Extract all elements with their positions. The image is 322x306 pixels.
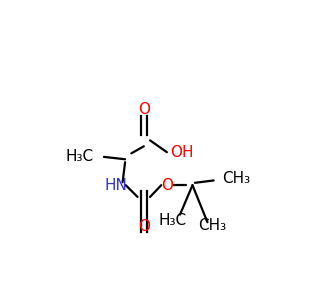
Text: O: O <box>138 219 150 234</box>
Text: H₃C: H₃C <box>66 149 94 164</box>
Text: CH₃: CH₃ <box>198 218 226 233</box>
Text: O: O <box>162 178 174 193</box>
Text: O: O <box>138 102 150 117</box>
Text: HN: HN <box>105 178 128 193</box>
Text: OH: OH <box>170 145 194 160</box>
Text: CH₃: CH₃ <box>223 170 251 186</box>
Text: H₃C: H₃C <box>158 213 186 228</box>
